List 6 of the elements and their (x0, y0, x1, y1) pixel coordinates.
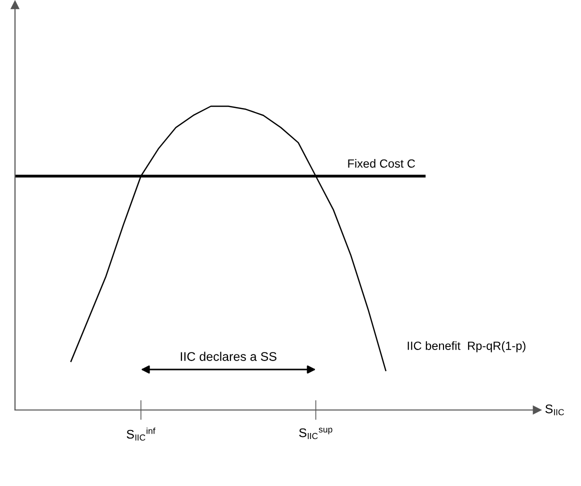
ref-line-label: Fixed Cost C (348, 159, 416, 168)
x-axis-title: S$_{IIC}$ (545, 404, 564, 416)
x-tick-label: S$_{IIC}$$^{sup}$ (299, 428, 332, 440)
x-tick-label: S$_{IIC}$$^{inf}$ (126, 428, 156, 441)
annotation: IIC declares a SS (180, 352, 276, 361)
text: IIC benefit Rp-qR(1-p) (408, 341, 526, 352)
